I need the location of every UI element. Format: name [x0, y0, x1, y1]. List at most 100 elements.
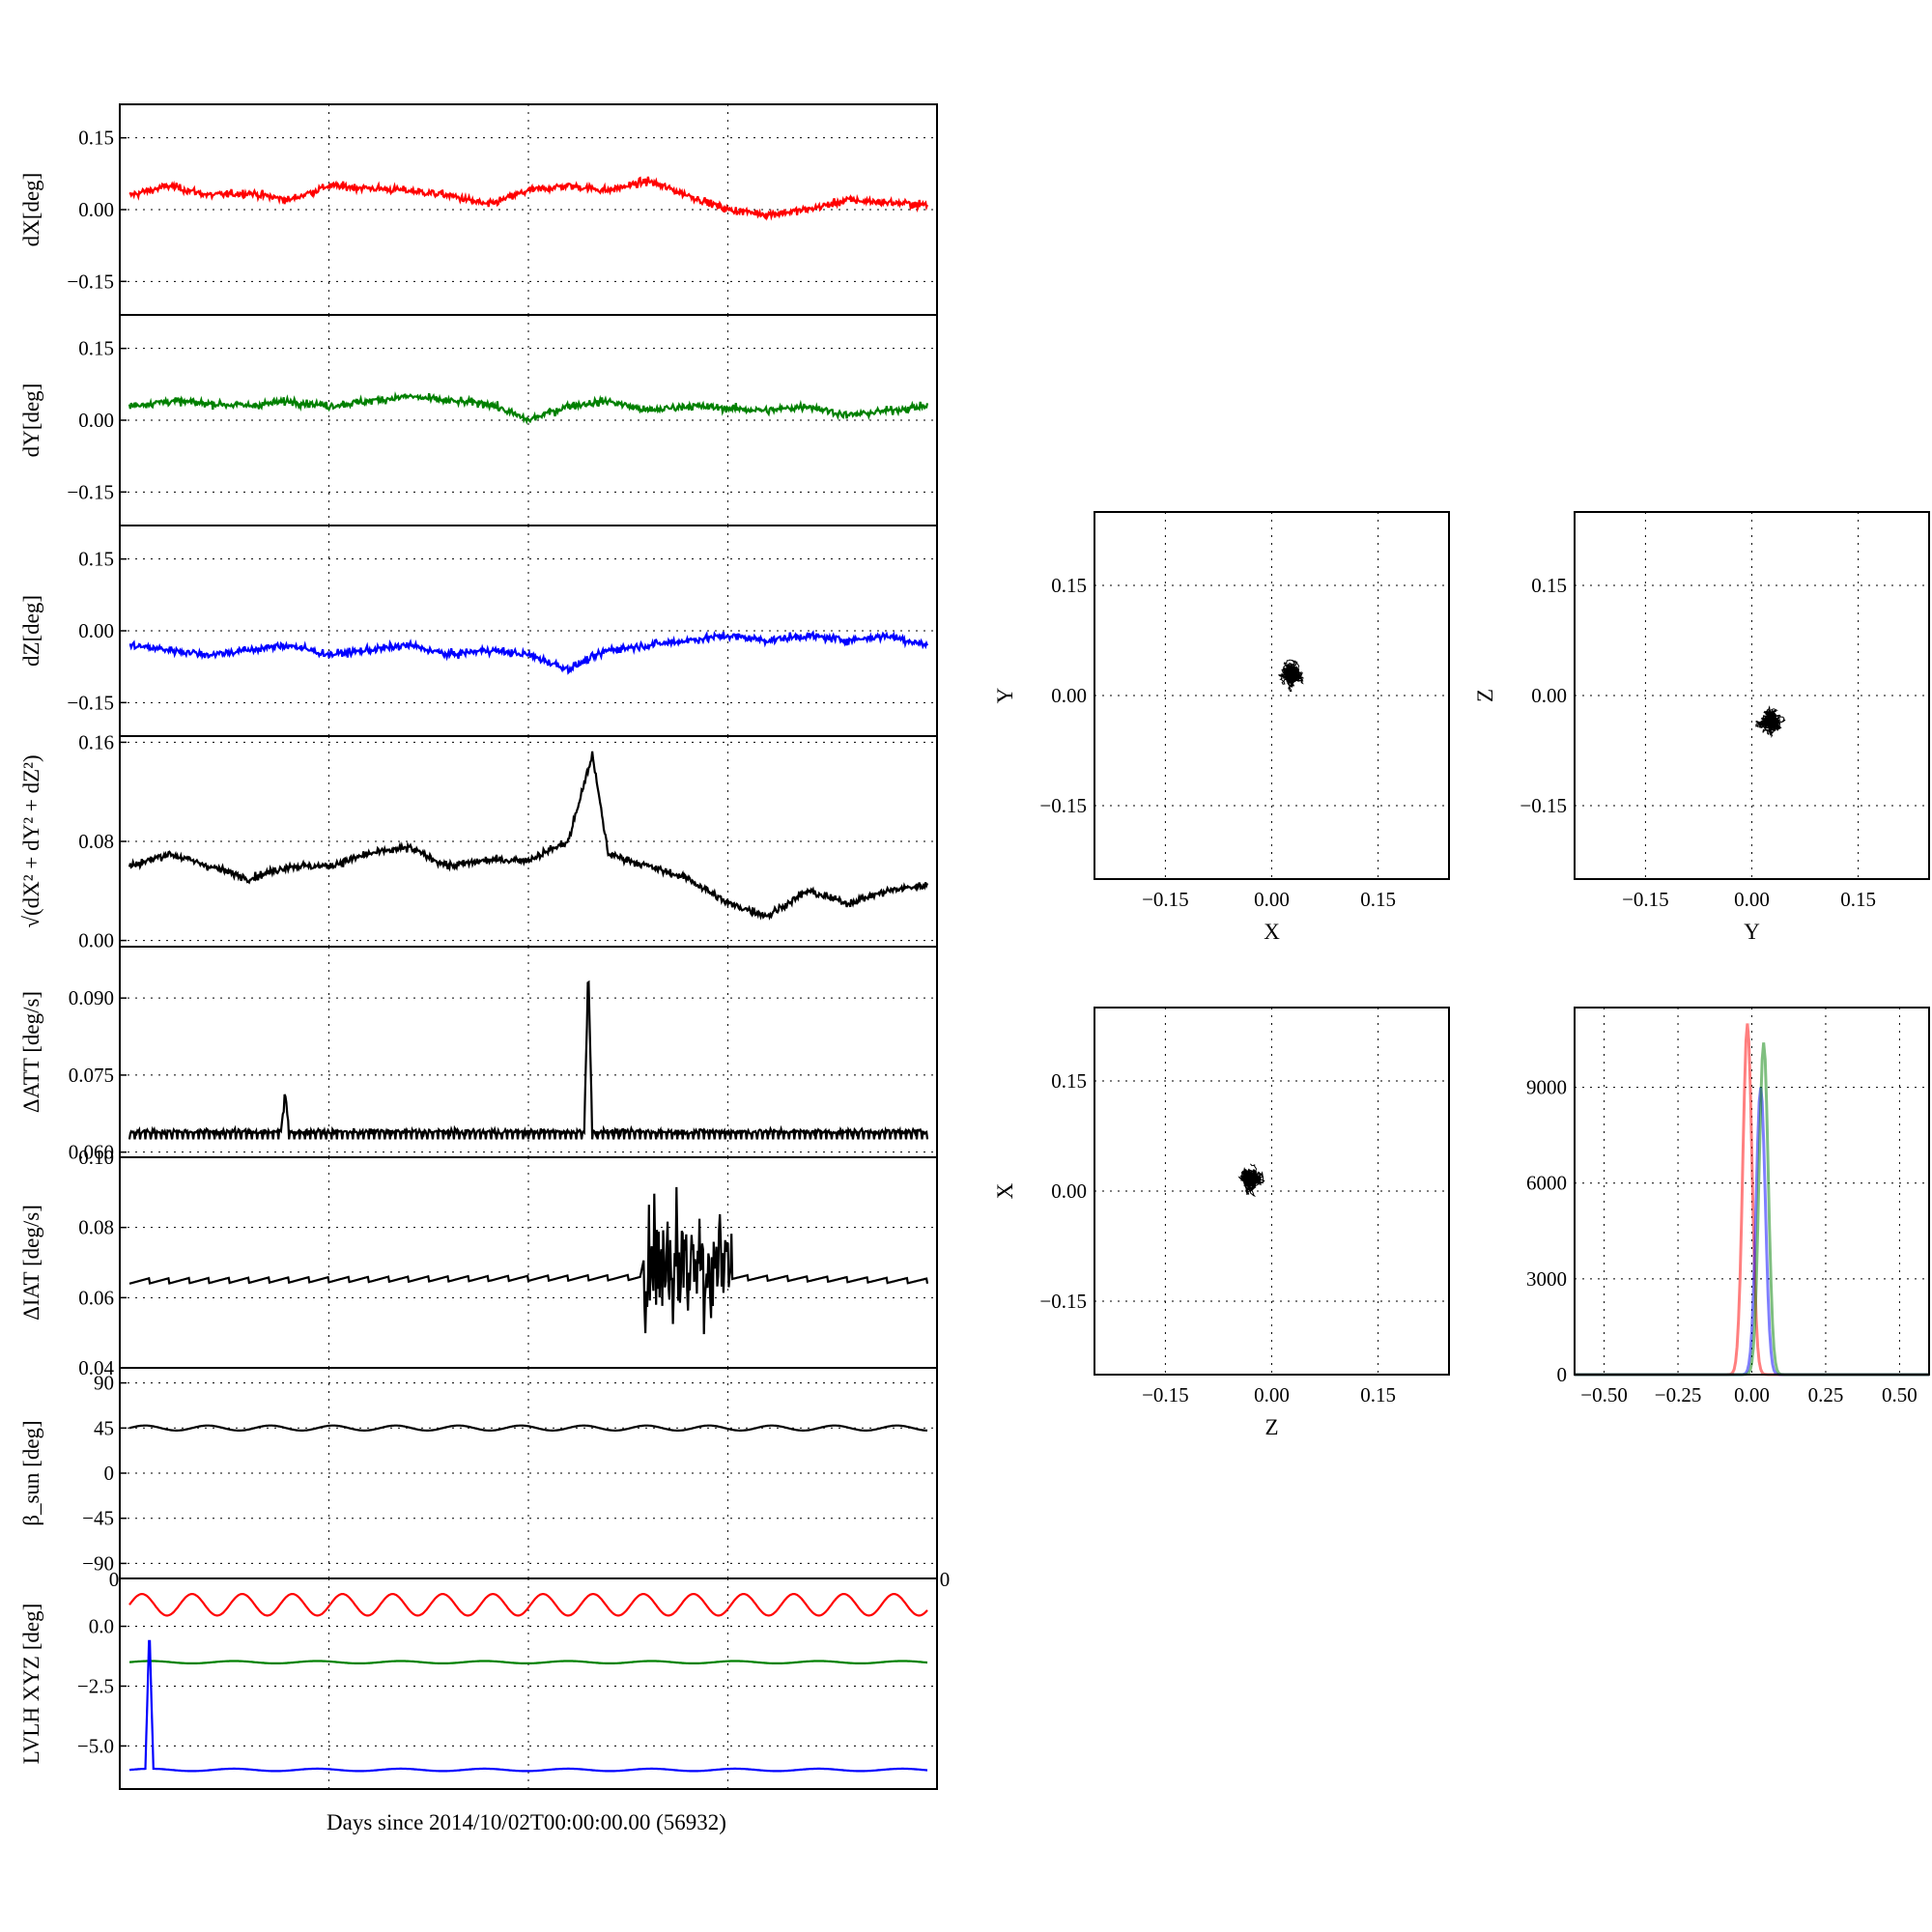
panel-diat: 0.04 0.06 0.08 0.10 ΔIAT [deg/s]: [19, 1146, 938, 1379]
y-tick-label: 0.15: [78, 127, 114, 150]
y-axis-label: dZ[deg]: [19, 595, 43, 667]
series-line-beta-0: [128, 1424, 928, 1432]
series-line-lvlh-2: [128, 1639, 928, 1773]
y-tick-label: −45: [82, 1507, 114, 1530]
x-tick-label: 0.15: [1360, 888, 1396, 911]
x-tick-label: −0.25: [1655, 1383, 1702, 1406]
series-line-dx-0: [128, 176, 929, 221]
y-tick-label: 0.04: [78, 1356, 114, 1379]
x-tick-label: 0.15: [1840, 888, 1876, 911]
side-panels: −0.15 −0.15 0.00 0.00 0.15 0.15 X Y −0.15 −0.15 0.…: [993, 511, 1930, 1439]
x-tick-label: 0.50: [1882, 1383, 1918, 1406]
y-tick-label: −0.15: [67, 480, 114, 503]
y-tick-label: −90: [82, 1551, 114, 1575]
panel-dx: −0.15 0.00 0.15 dX[deg]: [19, 103, 938, 316]
axes-frame: [1094, 511, 1450, 880]
y-tick-label: 90: [94, 1372, 114, 1395]
y-axis-label: Z: [1473, 689, 1497, 702]
y-tick-label: −0.15: [1520, 794, 1567, 817]
y-tick-label: 0.06: [78, 1286, 114, 1309]
y-tick-label: 0.060: [69, 1141, 114, 1164]
axes-frame: [1574, 1007, 1930, 1376]
y-tick-label: 0.15: [78, 337, 114, 360]
series-line-dz-0: [128, 630, 929, 675]
panel-beta: −90 −45 0 45 90 β_sun [deg]: [19, 1367, 938, 1579]
y-tick-label: −0.15: [1039, 1290, 1087, 1313]
y-tick-label: −2.5: [77, 1674, 114, 1697]
y-axis-label: ΔIAT [deg/s]: [19, 1205, 43, 1321]
y-tick-label: −5.0: [77, 1734, 114, 1757]
y-tick-label: 0.00: [78, 409, 114, 432]
x-tick-label: 0.25: [1808, 1383, 1844, 1406]
series-line-datt-0: [128, 980, 929, 1140]
series-line-dy-0: [128, 391, 929, 425]
x-tick-label: 0.15: [1360, 1383, 1396, 1406]
y-tick-label: 0.08: [78, 1216, 114, 1239]
y-tick-label: 0.16: [78, 730, 114, 753]
panel-lvlh: −5.0 −2.5 0.0 LVLH XYZ [deg] 0 0: [19, 1568, 951, 1790]
series-line-lvlh-1: [128, 1660, 928, 1664]
x-tick-label: −0.15: [1142, 888, 1189, 911]
panel-datt: 0.060 0.075 0.090 ΔATT [deg/s]: [19, 946, 938, 1164]
panel-yz: −0.15 −0.15 0.00 0.00 0.15 0.15 Y Z: [1473, 511, 1930, 944]
y-tick-label: 3000: [1526, 1267, 1567, 1291]
y-tick-label: −0.15: [67, 270, 114, 293]
y-axis-label: dY[deg]: [19, 384, 43, 458]
x-tick-label: 0: [109, 1568, 120, 1591]
panel-dy: −0.15 0.00 0.15 dY[deg]: [19, 314, 938, 526]
y-tick-label: 0.00: [78, 929, 114, 952]
x-tick-label: −0.15: [1622, 888, 1669, 911]
y-tick-label: 0: [1557, 1363, 1568, 1386]
panel-xy: −0.15 −0.15 0.00 0.00 0.15 0.15 X Y: [993, 511, 1450, 944]
scatter-trace-zx: [1237, 1163, 1265, 1197]
y-tick-label: −0.15: [1039, 794, 1087, 817]
y-tick-label: 0.00: [78, 619, 114, 642]
y-tick-label: 0.08: [78, 830, 114, 853]
y-tick-label: 0.15: [78, 548, 114, 571]
x-axis-label: Z: [1264, 1415, 1278, 1439]
panel-dz: −0.15 0.00 0.15 dZ[deg]: [19, 525, 938, 737]
panel-hist: −0.50 −0.25 0.00 0.25 0.50 0 3000 6000 9000: [1526, 1007, 1930, 1406]
y-tick-label: 0.0: [89, 1615, 114, 1638]
time-series-panels: −0.150.000.15dX[deg]−0.150.000.15dY[deg]…: [19, 103, 951, 1790]
y-tick-label: 0.10: [78, 1146, 114, 1169]
y-tick-label: 0.075: [69, 1064, 114, 1087]
x-tick-label: −0.50: [1580, 1383, 1628, 1406]
scatter-trace-xy: [1278, 659, 1304, 692]
x-axis-label: Y: [1744, 920, 1760, 944]
x-tick-label: 0.00: [1734, 1383, 1770, 1406]
x-axis-label: X: [1264, 920, 1280, 944]
y-tick-label: 0.15: [1051, 574, 1087, 597]
axes-frame: [119, 1577, 938, 1790]
series-line-mag-0: [128, 751, 929, 921]
y-tick-label: 9000: [1526, 1076, 1567, 1099]
shared-x-axis-label: Days since 2014/10/02T00:00:00.00 (56932…: [327, 1810, 726, 1834]
y-axis-label: X: [993, 1182, 1017, 1199]
y-tick-label: 0.00: [78, 198, 114, 221]
axes-frame: [1094, 1007, 1450, 1376]
scatter-trace-yz: [1755, 705, 1786, 739]
series-line-diat-0: [128, 1186, 929, 1335]
y-axis-label: Y: [993, 687, 1017, 703]
x-tick-label: 0.00: [1734, 888, 1770, 911]
y-tick-label: 6000: [1526, 1172, 1567, 1195]
y-tick-label: 0.00: [1051, 1179, 1087, 1203]
y-axis-label: β_sun [deg]: [19, 1420, 43, 1525]
y-axis-label: ΔATT [deg/s]: [19, 991, 43, 1113]
x-tick-label: 0: [940, 1568, 951, 1591]
y-tick-label: 0.00: [1531, 684, 1567, 707]
panel-zx: −0.15 −0.15 0.00 0.00 0.15 0.15 Z X: [993, 1007, 1450, 1439]
axes-frame: [1574, 511, 1930, 880]
y-tick-label: −0.15: [67, 691, 114, 714]
y-tick-label: 0.090: [69, 986, 114, 1009]
y-axis-label: √(dX² + dY² + dZ²): [19, 754, 43, 927]
y-tick-label: 45: [94, 1416, 114, 1439]
y-axis-label: dX[deg]: [19, 173, 43, 247]
x-tick-label: −0.15: [1142, 1383, 1189, 1406]
y-tick-label: 0.15: [1531, 574, 1567, 597]
x-tick-label: 0.00: [1254, 888, 1290, 911]
series-line-lvlh-0: [128, 1592, 928, 1617]
y-tick-label: 0.00: [1051, 684, 1087, 707]
y-axis-label: LVLH XYZ [deg]: [19, 1604, 43, 1765]
